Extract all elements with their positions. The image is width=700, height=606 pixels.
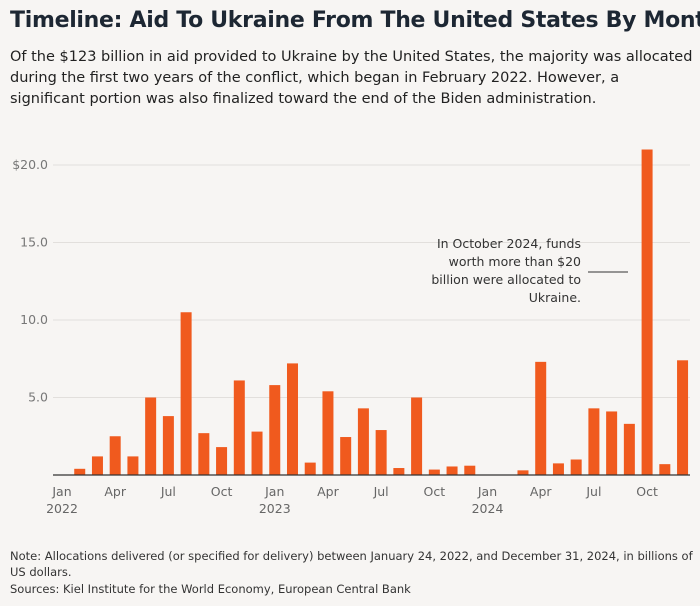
bar-2022-07 (162, 416, 174, 475)
bar-2024-04 (535, 361, 547, 475)
chart-note: Note: Allocations delivered (or specifie… (10, 549, 693, 579)
x-tick-label: Jan (264, 484, 284, 499)
bar-2022-12 (251, 431, 263, 475)
bar-2022-04 (109, 436, 121, 475)
bar-2024-06 (570, 459, 582, 475)
bar-2023-08 (393, 468, 405, 475)
bar-2023-09 (411, 397, 423, 475)
bar-2022-10 (216, 447, 228, 475)
bar-2024-12 (677, 360, 689, 475)
y-tick-label: $20.0 (12, 157, 48, 172)
bar-2022-08 (180, 312, 192, 475)
x-tick-label: Oct (424, 484, 446, 499)
x-tick-label: Jul (585, 484, 601, 499)
chart-title: Timeline: Aid To Ukraine From The United… (10, 8, 700, 33)
bar-2023-01 (269, 385, 281, 475)
bar-2022-03 (91, 456, 103, 475)
x-tick-year: 2023 (259, 501, 291, 516)
x-tick-label: Oct (636, 484, 658, 499)
x-tick-label: Apr (104, 484, 126, 499)
bar-2022-09 (198, 433, 210, 475)
y-tick-label: 5.0 (28, 390, 48, 405)
bar-2024-08 (606, 411, 618, 475)
bar-2022-02 (74, 468, 86, 475)
bar-2023-02 (286, 363, 298, 475)
x-tick-label: Jul (373, 484, 389, 499)
bar-2022-05 (127, 456, 139, 475)
bar-2024-07 (588, 408, 600, 475)
y-tick-label: 15.0 (20, 235, 48, 250)
bar-2024-03 (517, 470, 529, 475)
bar-2023-12 (464, 465, 476, 475)
bar-2023-11 (446, 466, 458, 475)
x-tick-label: Jan (51, 484, 71, 499)
bar-2023-10 (428, 469, 440, 475)
x-tick-year: 2022 (46, 501, 78, 516)
bar-2024-11 (659, 464, 671, 475)
annotation-line: worth more than $20 (449, 254, 581, 269)
y-tick-label: 10.0 (20, 312, 48, 327)
x-tick-label: Apr (530, 484, 552, 499)
bar-2023-04 (322, 391, 334, 475)
x-tick-label: Oct (211, 484, 233, 499)
bar-2023-03 (304, 462, 316, 475)
x-tick-label: Jul (160, 484, 176, 499)
bar-2024-09 (623, 423, 635, 475)
bar-2024-10 (641, 149, 653, 475)
chart-subtitle: Of the $123 billion in aid provided to U… (10, 49, 693, 107)
x-tick-year: 2024 (472, 501, 504, 516)
bar-2023-05 (340, 437, 352, 475)
annotation-line: In October 2024, funds (437, 236, 581, 251)
annotation-line: Ukraine. (529, 290, 581, 305)
bar-2022-06 (145, 397, 157, 475)
bar-2023-06 (357, 408, 369, 475)
bar-2024-05 (552, 463, 564, 475)
x-tick-label: Apr (317, 484, 339, 499)
bar-2023-07 (375, 430, 387, 475)
bar-2022-11 (233, 380, 245, 475)
chart-sources: Sources: Kiel Institute for the World Ec… (10, 582, 411, 596)
x-tick-label: Jan (477, 484, 497, 499)
annotation-line: billion were allocated to (431, 272, 581, 287)
